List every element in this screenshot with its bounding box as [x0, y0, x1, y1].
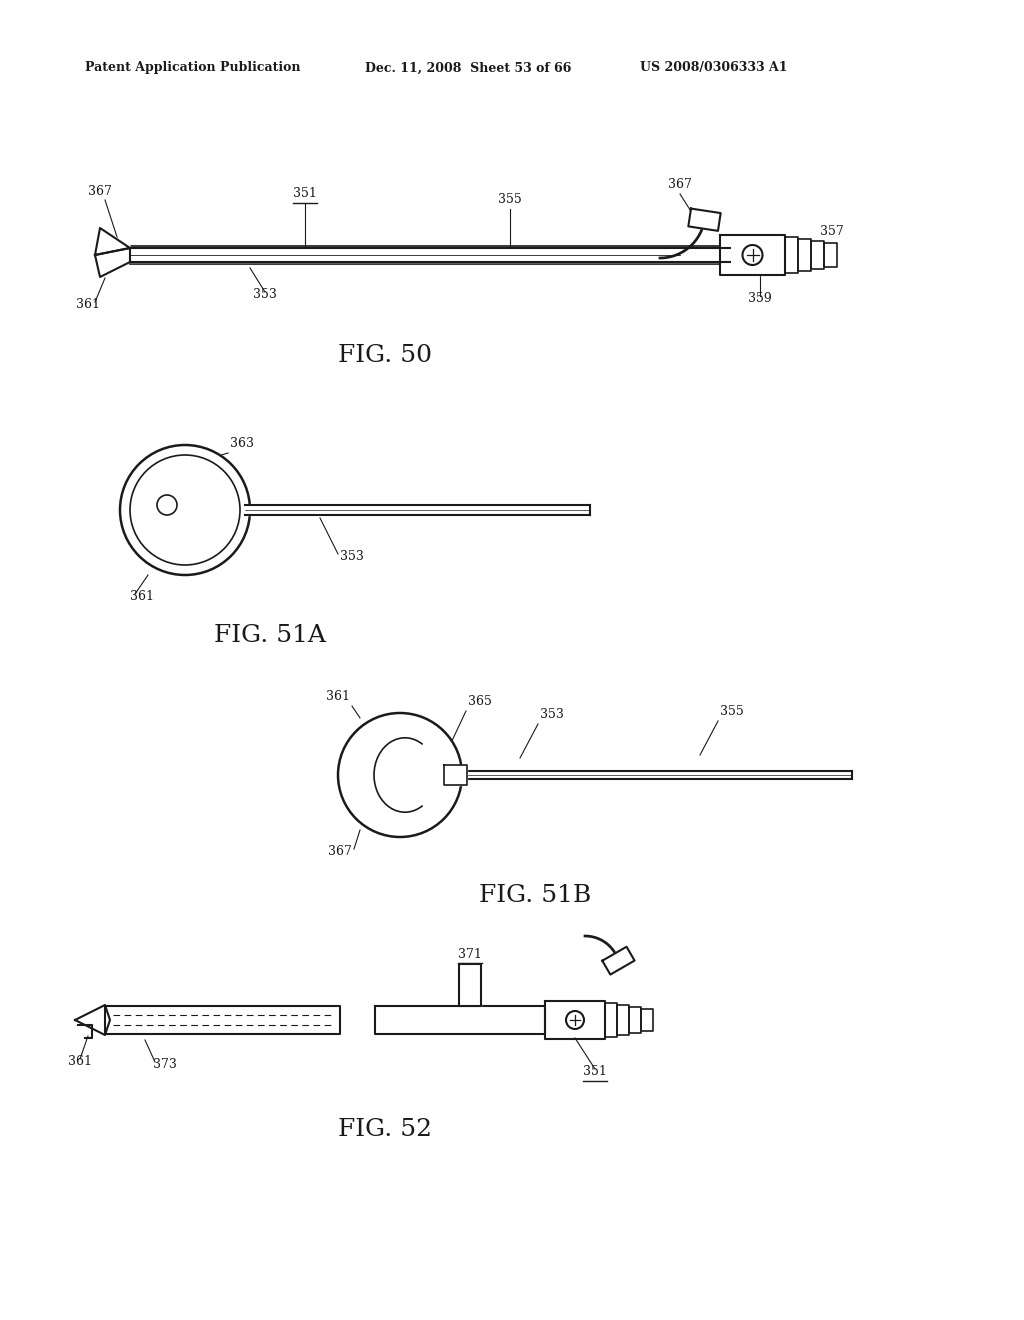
Text: 355: 355	[720, 705, 743, 718]
Polygon shape	[95, 228, 130, 255]
Polygon shape	[811, 242, 824, 269]
Polygon shape	[130, 246, 730, 264]
Circle shape	[120, 445, 250, 576]
Text: FIG. 52: FIG. 52	[338, 1118, 432, 1142]
Text: 367: 367	[328, 845, 352, 858]
Text: Patent Application Publication: Patent Application Publication	[85, 62, 300, 74]
Polygon shape	[617, 1005, 629, 1035]
Text: 351: 351	[293, 187, 317, 201]
Text: 367: 367	[668, 178, 692, 191]
Polygon shape	[444, 766, 467, 785]
Text: 357: 357	[820, 224, 844, 238]
Polygon shape	[245, 506, 590, 515]
Circle shape	[130, 455, 240, 565]
Text: 363: 363	[230, 437, 254, 450]
Text: Dec. 11, 2008  Sheet 53 of 66: Dec. 11, 2008 Sheet 53 of 66	[365, 62, 571, 74]
Text: 373: 373	[153, 1059, 177, 1071]
Text: FIG. 51A: FIG. 51A	[214, 623, 326, 647]
Polygon shape	[720, 235, 785, 275]
Circle shape	[338, 713, 462, 837]
Polygon shape	[602, 946, 635, 974]
Text: 353: 353	[540, 708, 564, 721]
Circle shape	[742, 246, 763, 265]
Polygon shape	[130, 248, 730, 261]
Text: 371: 371	[458, 948, 482, 961]
Polygon shape	[375, 1006, 545, 1034]
Polygon shape	[785, 238, 798, 273]
Text: FIG. 50: FIG. 50	[338, 343, 432, 367]
Text: FIG. 51B: FIG. 51B	[479, 883, 591, 907]
Polygon shape	[824, 243, 837, 267]
Polygon shape	[798, 239, 811, 271]
Text: 361: 361	[326, 690, 350, 704]
Polygon shape	[641, 1008, 653, 1031]
Circle shape	[157, 495, 177, 515]
Polygon shape	[605, 1003, 617, 1038]
Circle shape	[566, 1011, 584, 1030]
Text: 361: 361	[130, 590, 154, 603]
Text: 355: 355	[498, 193, 522, 206]
Polygon shape	[105, 1006, 340, 1034]
Text: 361: 361	[76, 298, 100, 312]
Polygon shape	[459, 964, 481, 1006]
Text: 353: 353	[340, 550, 364, 564]
Polygon shape	[629, 1007, 641, 1034]
Text: 361: 361	[68, 1055, 92, 1068]
Polygon shape	[545, 1001, 605, 1039]
Text: 351: 351	[583, 1065, 607, 1078]
Text: 367: 367	[88, 185, 112, 198]
Text: 359: 359	[749, 292, 772, 305]
Text: US 2008/0306333 A1: US 2008/0306333 A1	[640, 62, 787, 74]
Text: 365: 365	[468, 696, 492, 708]
Polygon shape	[460, 771, 852, 779]
Polygon shape	[95, 248, 130, 277]
Polygon shape	[75, 1005, 110, 1035]
Polygon shape	[688, 209, 721, 231]
Text: 353: 353	[253, 288, 276, 301]
